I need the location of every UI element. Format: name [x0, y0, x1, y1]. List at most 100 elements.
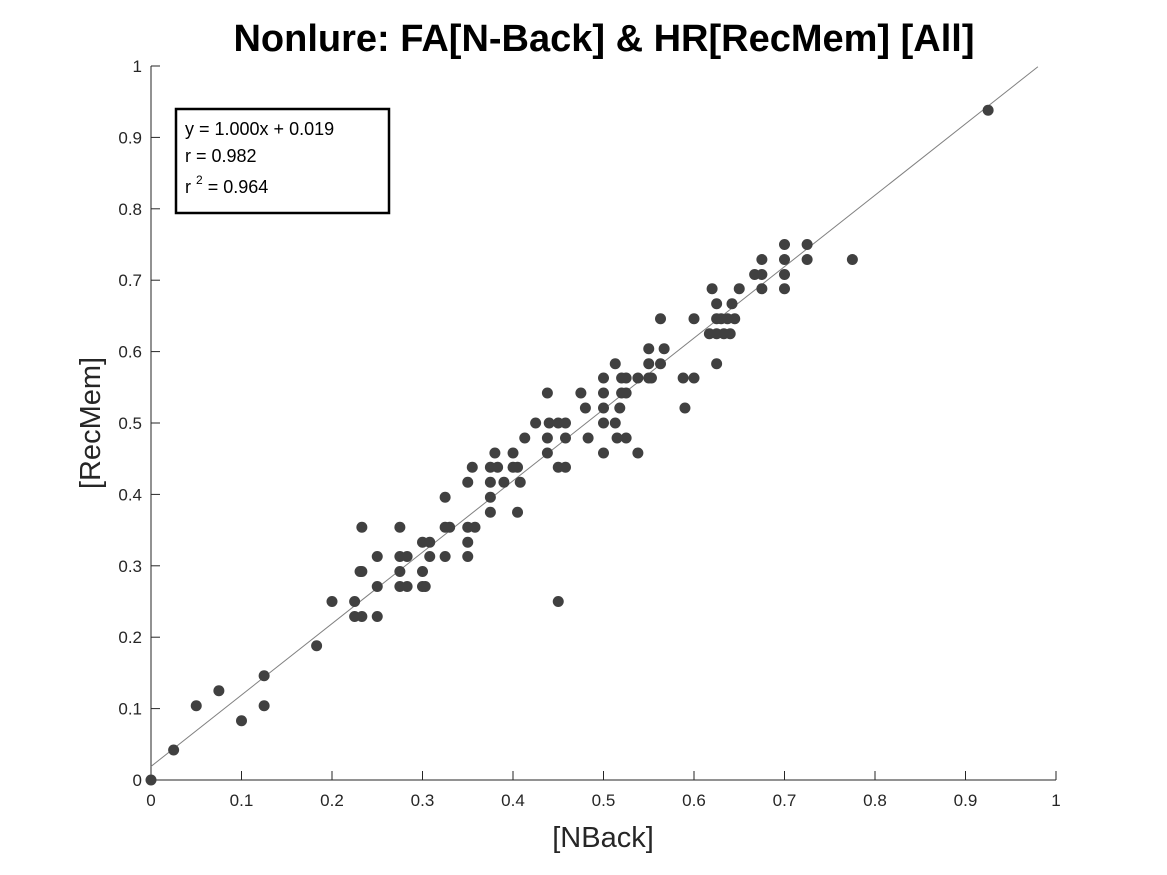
data-point	[559, 417, 571, 429]
data-point	[462, 551, 474, 563]
r-squared: r 2 = 0.964	[185, 168, 268, 197]
data-point	[512, 506, 524, 518]
data-point	[677, 372, 689, 384]
data-point	[213, 685, 225, 697]
data-point	[145, 774, 157, 786]
data-point	[190, 700, 202, 712]
y-tick-label: 0.4	[118, 485, 142, 504]
y-ticks: 0 0.1 0.2 0.3 0.4 0.5 0.6 0.7 0.8 0.9 1	[118, 57, 160, 790]
data-point	[258, 670, 270, 682]
data-point	[779, 268, 790, 280]
data-point	[484, 491, 496, 503]
r-squared-value: = 0.964	[208, 177, 269, 197]
x-tick-label: 1	[1051, 791, 1060, 810]
data-point	[512, 461, 524, 473]
data-point	[371, 581, 383, 593]
data-point	[620, 372, 632, 384]
data-point	[733, 283, 745, 295]
data-point	[424, 551, 436, 563]
data-point	[598, 387, 609, 399]
data-point	[462, 536, 474, 548]
data-point	[349, 596, 361, 607]
data-point	[598, 417, 609, 429]
data-point	[779, 239, 790, 250]
data-point	[371, 551, 383, 563]
data-point	[579, 402, 591, 414]
data-point	[419, 581, 431, 593]
data-point	[514, 476, 526, 488]
data-point	[756, 253, 768, 265]
y-axis-label: [RecMem]	[75, 357, 107, 489]
data-point	[541, 432, 553, 444]
data-point	[711, 298, 723, 310]
data-point	[609, 358, 621, 370]
data-point	[726, 298, 738, 310]
data-point	[258, 700, 270, 712]
data-point	[559, 461, 571, 473]
stats-box-border	[174, 107, 391, 215]
x-tick-label: 0.8	[863, 791, 887, 810]
data-point	[444, 521, 456, 533]
data-point	[371, 610, 383, 622]
r-squared-symbol: r	[185, 177, 191, 197]
data-point	[559, 432, 571, 444]
data-point	[711, 358, 723, 370]
y-tick-label: 0.8	[118, 200, 142, 219]
data-point	[724, 328, 736, 340]
x-axis-label: [NBack]	[552, 822, 654, 854]
data-point	[530, 417, 542, 429]
y-tick-label: 0	[133, 771, 142, 790]
data-point	[469, 521, 481, 533]
chart-title: Nonlure: FA[N-Back] & HR[RecMem] [All]	[233, 18, 974, 60]
data-point	[168, 744, 180, 756]
data-point	[519, 432, 531, 444]
data-point	[401, 551, 413, 563]
data-point	[598, 372, 609, 384]
r-squared-exponent: 2	[196, 173, 203, 187]
data-point	[492, 461, 504, 473]
data-point	[424, 536, 436, 548]
correlation-r: r = 0.982	[185, 146, 257, 166]
data-point	[394, 566, 406, 578]
data-point	[394, 521, 406, 533]
data-point	[982, 104, 994, 116]
x-tick-label: 0.5	[592, 791, 616, 810]
data-point	[679, 402, 691, 414]
data-point	[643, 358, 655, 370]
x-tick-label: 0.2	[320, 791, 344, 810]
data-point	[356, 521, 368, 533]
data-point	[582, 432, 594, 444]
data-points	[145, 104, 994, 786]
data-point	[326, 596, 338, 607]
x-tick-label: 0.1	[230, 791, 254, 810]
data-point	[575, 387, 587, 399]
data-point	[779, 253, 790, 265]
data-point	[632, 372, 644, 384]
x-tick-label: 0.4	[501, 791, 525, 810]
data-point	[401, 581, 413, 593]
y-tick-label: 0.5	[118, 414, 142, 433]
data-point	[620, 432, 632, 444]
data-point	[541, 447, 553, 459]
data-point	[439, 491, 451, 503]
data-point	[801, 253, 813, 265]
data-point	[643, 343, 655, 355]
data-point	[688, 313, 700, 325]
data-point	[484, 476, 496, 488]
y-tick-label: 0.9	[118, 128, 142, 147]
data-point	[507, 447, 519, 459]
y-tick-label: 0.6	[118, 343, 142, 362]
data-point	[632, 447, 644, 459]
data-point	[498, 476, 510, 488]
data-point	[236, 715, 247, 727]
data-point	[541, 387, 553, 399]
data-point	[620, 387, 632, 399]
data-point	[706, 283, 718, 295]
data-point	[552, 596, 564, 607]
data-point	[609, 417, 621, 429]
x-tick-label: 0.3	[411, 791, 435, 810]
x-tick-label: 0	[146, 791, 155, 810]
data-point	[439, 551, 451, 563]
data-point	[417, 566, 428, 578]
